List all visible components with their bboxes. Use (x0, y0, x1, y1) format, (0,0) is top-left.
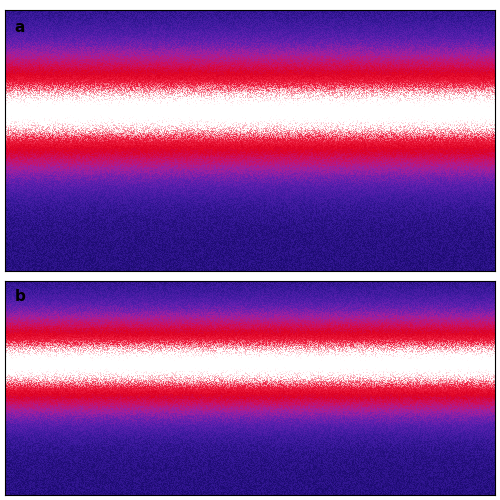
Text: a: a (15, 20, 25, 36)
Text: b: b (15, 290, 26, 304)
